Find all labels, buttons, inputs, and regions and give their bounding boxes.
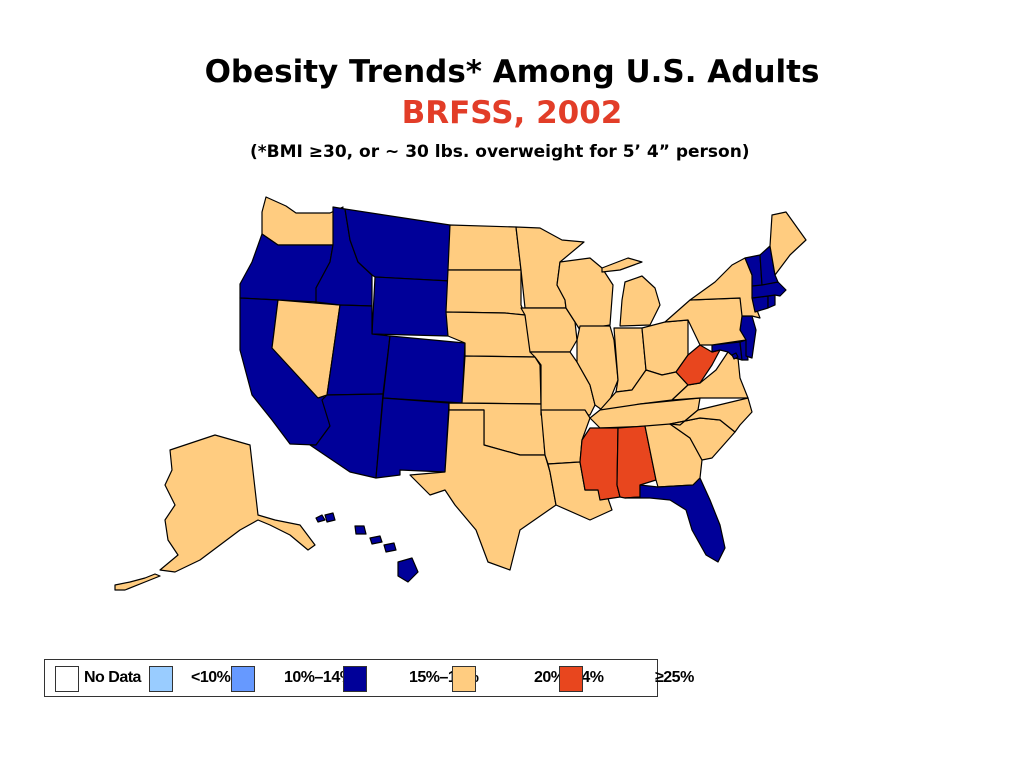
state-NC (669, 397, 753, 433)
legend-label-no-data: No Data (84, 669, 141, 686)
state-HI (315, 512, 419, 583)
state-MA (751, 281, 787, 299)
legend-swatch-10-14 (231, 666, 255, 692)
state-WY (371, 276, 451, 337)
legend-label-lt10: <10% (191, 669, 231, 686)
state-AK (114, 434, 316, 591)
legend-label-gte25: ≥25% (655, 669, 694, 686)
state-SD (445, 269, 526, 316)
map-subtitle: BRFSS, 2002 (401, 95, 623, 131)
state-MI (601, 257, 661, 327)
state-MO (529, 351, 596, 416)
state-CO (382, 335, 466, 404)
legend-label-10-14: 10%–14% (284, 669, 354, 686)
state-DC (731, 352, 739, 360)
state-IA (520, 307, 578, 353)
legend-swatch-no-data (55, 666, 79, 692)
bmi-footnote: (*BMI ≥30, or ~ 30 lbs. overweight for 5… (250, 142, 750, 162)
state-WA (261, 196, 344, 246)
state-FL (624, 477, 726, 563)
legend-swatch-lt10 (149, 666, 173, 692)
legend-swatch-15-19 (343, 666, 367, 692)
state-TX (409, 409, 557, 571)
state-KS (461, 355, 542, 405)
state-ME (769, 211, 807, 276)
state-ND (447, 224, 522, 271)
state-MS (579, 427, 621, 501)
state-CT (751, 295, 769, 313)
legend-swatch-20-24 (452, 666, 476, 692)
state-NH (759, 245, 779, 286)
state-VT (744, 254, 763, 287)
state-IL (576, 325, 619, 413)
legend-box: No Data <10% 10%–14% 15%–19% 20%–24% ≥25… (44, 659, 694, 697)
map-title: Obesity Trends* Among U.S. Adults (204, 54, 820, 90)
state-RI (767, 294, 776, 309)
legend-swatch-gte25 (559, 666, 583, 692)
state-NM (375, 397, 450, 479)
